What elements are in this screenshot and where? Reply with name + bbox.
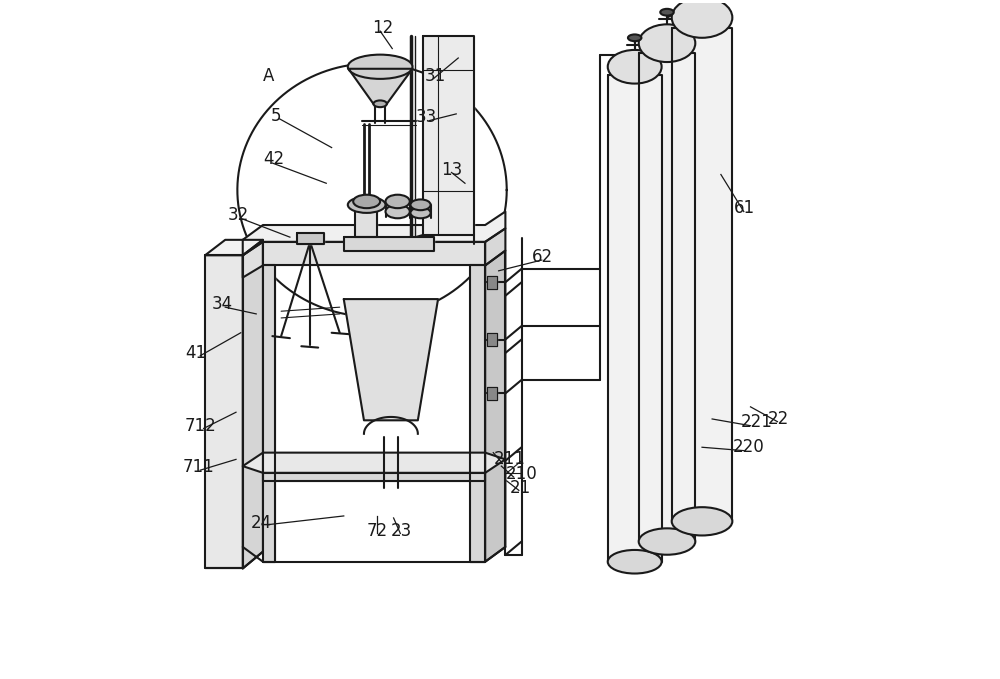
Ellipse shape — [639, 528, 695, 555]
Text: 220: 220 — [732, 438, 764, 456]
Text: 12: 12 — [372, 20, 393, 37]
Text: 24: 24 — [251, 514, 272, 532]
Text: 221: 221 — [741, 413, 773, 430]
Polygon shape — [348, 69, 412, 104]
Ellipse shape — [672, 507, 732, 536]
Text: 13: 13 — [441, 161, 462, 179]
Polygon shape — [263, 265, 275, 562]
Ellipse shape — [639, 24, 695, 62]
Polygon shape — [205, 255, 243, 568]
Ellipse shape — [353, 195, 380, 208]
Polygon shape — [639, 52, 695, 542]
Text: 5: 5 — [271, 107, 282, 125]
Ellipse shape — [608, 550, 662, 574]
Polygon shape — [355, 208, 377, 237]
Polygon shape — [672, 28, 732, 521]
Polygon shape — [485, 251, 505, 562]
Polygon shape — [263, 242, 485, 265]
Polygon shape — [487, 276, 497, 289]
Text: 32: 32 — [227, 206, 249, 224]
Ellipse shape — [410, 200, 431, 210]
Text: 31: 31 — [425, 67, 446, 84]
Polygon shape — [487, 386, 497, 400]
Polygon shape — [243, 240, 263, 568]
Text: 712: 712 — [185, 417, 217, 435]
Ellipse shape — [386, 205, 410, 218]
Text: 62: 62 — [532, 249, 553, 266]
Polygon shape — [423, 37, 474, 235]
Ellipse shape — [373, 100, 387, 107]
Text: 41: 41 — [185, 344, 206, 362]
Ellipse shape — [608, 50, 662, 84]
Ellipse shape — [628, 35, 641, 41]
Text: 711: 711 — [182, 458, 214, 477]
Polygon shape — [487, 333, 497, 346]
Polygon shape — [470, 265, 485, 562]
Polygon shape — [344, 237, 434, 251]
Ellipse shape — [348, 54, 412, 79]
Polygon shape — [243, 212, 505, 255]
Polygon shape — [344, 299, 438, 420]
Text: 72: 72 — [367, 522, 388, 540]
Text: 21: 21 — [509, 479, 531, 496]
Ellipse shape — [348, 197, 386, 213]
Polygon shape — [243, 453, 505, 473]
Text: 211: 211 — [493, 450, 525, 469]
Polygon shape — [205, 240, 263, 255]
Text: 61: 61 — [734, 199, 755, 217]
Text: 42: 42 — [263, 150, 284, 168]
Polygon shape — [263, 473, 485, 481]
Ellipse shape — [672, 0, 732, 38]
Polygon shape — [297, 233, 324, 244]
Text: 33: 33 — [416, 108, 437, 126]
Text: A: A — [263, 67, 274, 84]
Polygon shape — [243, 242, 263, 278]
Text: 22: 22 — [768, 410, 789, 428]
Ellipse shape — [410, 208, 431, 218]
Ellipse shape — [386, 195, 410, 208]
Text: 34: 34 — [212, 295, 233, 314]
Polygon shape — [608, 75, 662, 562]
Text: 210: 210 — [505, 465, 537, 483]
Polygon shape — [485, 228, 505, 265]
Ellipse shape — [660, 9, 674, 16]
Text: 23: 23 — [391, 522, 412, 540]
